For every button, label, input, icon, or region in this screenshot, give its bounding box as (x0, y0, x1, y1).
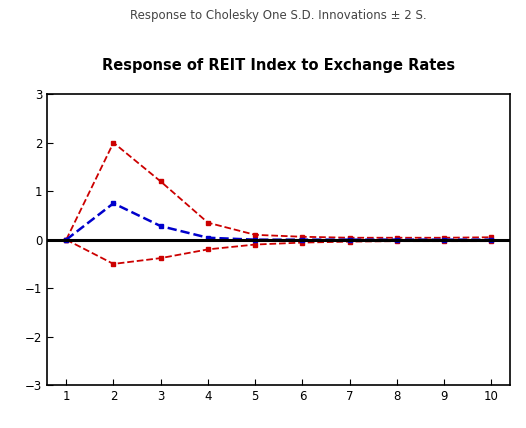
Text: Response of REIT Index to Exchange Rates: Response of REIT Index to Exchange Rates (102, 58, 456, 73)
Text: Response to Cholesky One S.D. Innovations ± 2 S.: Response to Cholesky One S.D. Innovation… (130, 9, 427, 21)
